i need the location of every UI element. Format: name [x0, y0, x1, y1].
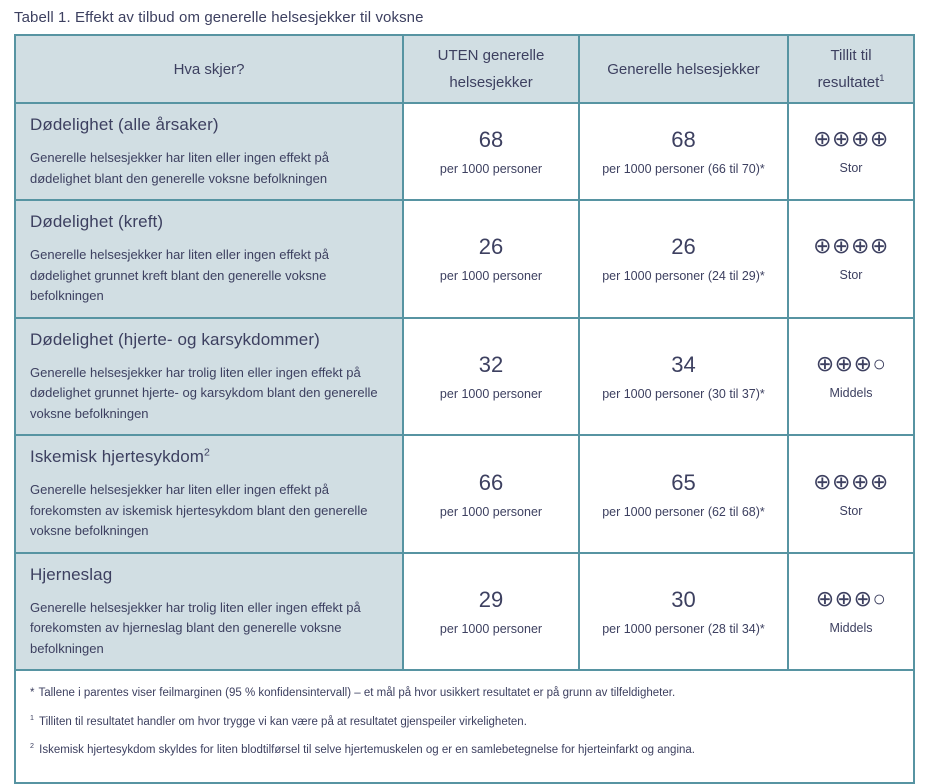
grade-rating-icons: ⊕⊕⊕○ [815, 350, 887, 376]
outcome-cell: Iskemisk hjertesykdom2 Generelle helsesj… [14, 434, 404, 554]
header-cell-with: Generelle helsesjekker [578, 34, 789, 104]
footnote-ischemic: 2 Iskemisk hjertesykdom skyldes for lite… [30, 743, 897, 758]
trust-cell: ⊕⊕⊕⊕ Stor [787, 199, 915, 319]
without-checks-cell: 68 per 1000 personer [402, 101, 580, 202]
footnote-confidence-interval: * Tallene i parentes viser feilmarginen … [30, 686, 897, 701]
with-checks-cell: 34 per 1000 personer (30 til 37)* [578, 316, 789, 437]
outcome-title-text: Hjerneslag [30, 564, 113, 584]
grade-rating-icons: ⊕⊕⊕⊕ [813, 233, 889, 259]
with-unit: per 1000 personer (28 til 34)* [602, 622, 765, 637]
without-unit: per 1000 personer [439, 622, 543, 637]
effects-table: Hva skjer? UTEN generelle helsesjekker G… [14, 34, 915, 784]
outcome-title-text: Dødelighet (kreft) [30, 212, 164, 232]
with-value: 34 [671, 351, 696, 377]
with-value: 30 [671, 587, 696, 613]
header-cell-outcome: Hva skjer? [14, 34, 404, 104]
without-value: 26 [478, 234, 504, 260]
footnote-text: Iskemisk hjertesykdom skyldes for liten … [39, 744, 695, 757]
trust-label: Middels [829, 621, 873, 636]
outcome-title: Iskemisk hjertesykdom2 [30, 447, 386, 467]
without-unit: per 1000 personer [439, 386, 543, 401]
without-checks-cell: 29 per 1000 personer [402, 551, 580, 672]
outcome-description: Generelle helsesjekker har trolig liten … [30, 364, 378, 421]
without-checks-cell: 32 per 1000 personer [402, 316, 580, 437]
with-checks-cell: 30 per 1000 personer (28 til 34)* [578, 551, 789, 672]
trust-label: Middels [829, 385, 873, 400]
with-unit: per 1000 personer (62 til 68)* [602, 504, 765, 519]
outcome-title: Dødelighet (alle årsaker) [30, 115, 386, 135]
header-cell-without: UTEN generelle helsesjekker [402, 34, 580, 104]
grade-rating-icons: ⊕⊕⊕⊕ [813, 126, 889, 152]
with-unit: per 1000 personer (66 til 70)* [602, 162, 765, 177]
grade-rating-icons: ⊕⊕⊕○ [815, 586, 887, 612]
without-checks-cell: 66 per 1000 personer [402, 434, 580, 554]
outcome-cell: Dødelighet (alle årsaker) Generelle hels… [14, 101, 404, 202]
superscript-marker: 1 [30, 714, 34, 723]
outcome-title: Hjerneslag [30, 565, 386, 585]
trust-cell: ⊕⊕⊕○ Middels [787, 551, 915, 672]
page: Tabell 1. Effekt av tilbud om generelle … [14, 9, 915, 784]
footnote-text: Tilliten til resultatet handler om hvor … [38, 715, 527, 728]
with-value: 68 [671, 127, 696, 153]
outcome-title-text: Dødelighet (alle årsaker) [30, 115, 219, 134]
header-trust-label: Tillit til resultatet [817, 47, 880, 91]
table-row: Dødelighet (hjerte- og karsykdommer) Gen… [14, 316, 915, 437]
with-unit: per 1000 personer (24 til 29)* [602, 269, 765, 284]
with-checks-cell: 26 per 1000 personer (24 til 29)* [578, 199, 789, 319]
without-value: 32 [478, 351, 504, 377]
trust-cell: ⊕⊕⊕○ Middels [787, 316, 915, 437]
trust-cell: ⊕⊕⊕⊕ Stor [787, 101, 915, 202]
trust-label: Stor [839, 268, 863, 283]
footnotes-row: * Tallene i parentes viser feilmarginen … [14, 669, 915, 784]
outcome-title-text: Iskemisk hjertesykdom [30, 447, 205, 467]
outcome-cell: Dødelighet (kreft) Generelle helsesjekke… [14, 199, 404, 319]
table-row: Dødelighet (alle årsaker) Generelle hels… [14, 101, 915, 202]
header-outcome-label: Hva skjer? [173, 60, 245, 78]
table-row: Hjerneslag Generelle helsesjekker har tr… [14, 551, 915, 672]
asterisk-marker: * [30, 687, 35, 700]
with-unit: per 1000 personer (30 til 37)* [602, 386, 765, 401]
trust-label: Stor [839, 161, 863, 176]
header-with-label: Generelle helsesjekker [607, 60, 760, 78]
header-cell-trust: Tillit til resultatet1 [787, 34, 915, 104]
with-checks-cell: 68 per 1000 personer (66 til 70)* [578, 101, 789, 202]
header-without-label: UTEN generelle helsesjekker [437, 47, 545, 91]
outcome-description: Generelle helsesjekker har liten eller i… [30, 247, 329, 304]
outcome-cell: Hjerneslag Generelle helsesjekker har tr… [14, 551, 404, 672]
outcome-cell: Dødelighet (hjerte- og karsykdommer) Gen… [14, 316, 404, 437]
table-row: Dødelighet (kreft) Generelle helsesjekke… [14, 199, 915, 319]
footnote-trust: 1 Tilliten til resultatet handler om hvo… [30, 714, 897, 730]
outcome-title-superscript: 2 [204, 446, 211, 459]
grade-rating-icons: ⊕⊕⊕⊕ [813, 468, 889, 494]
without-unit: per 1000 personer [439, 504, 543, 519]
header-trust-superscript: 1 [879, 73, 885, 83]
without-unit: per 1000 personer [439, 162, 543, 177]
without-unit: per 1000 personer [439, 269, 543, 284]
without-value: 66 [478, 469, 504, 495]
header-row: Hva skjer? UTEN generelle helsesjekker G… [14, 34, 915, 104]
outcome-description: Generelle helsesjekker har liten eller i… [30, 482, 368, 539]
page-title: Tabell 1. Effekt av tilbud om generelle … [14, 9, 424, 26]
outcome-description: Generelle helsesjekker har liten eller i… [30, 150, 329, 186]
trust-cell: ⊕⊕⊕⊕ Stor [787, 434, 915, 554]
superscript-marker: 2 [30, 742, 34, 751]
without-checks-cell: 26 per 1000 personer [402, 199, 580, 319]
trust-label: Stor [839, 503, 863, 518]
without-value: 68 [478, 127, 504, 153]
footnote-text: Tallene i parentes viser feilmarginen (9… [38, 687, 676, 700]
outcome-title: Dødelighet (kreft) [30, 212, 386, 232]
footnotes-cell: * Tallene i parentes viser feilmarginen … [14, 669, 915, 784]
outcome-title: Dødelighet (hjerte- og karsykdommer) [30, 330, 386, 350]
outcome-description: Generelle helsesjekker har trolig liten … [30, 599, 361, 656]
with-value: 26 [671, 234, 696, 260]
without-value: 29 [478, 587, 504, 613]
outcome-title-text: Dødelighet (hjerte- og karsykdommer) [30, 329, 320, 349]
with-checks-cell: 65 per 1000 personer (62 til 68)* [578, 434, 789, 554]
with-value: 65 [671, 469, 696, 495]
table-row: Iskemisk hjertesykdom2 Generelle helsesj… [14, 434, 915, 554]
